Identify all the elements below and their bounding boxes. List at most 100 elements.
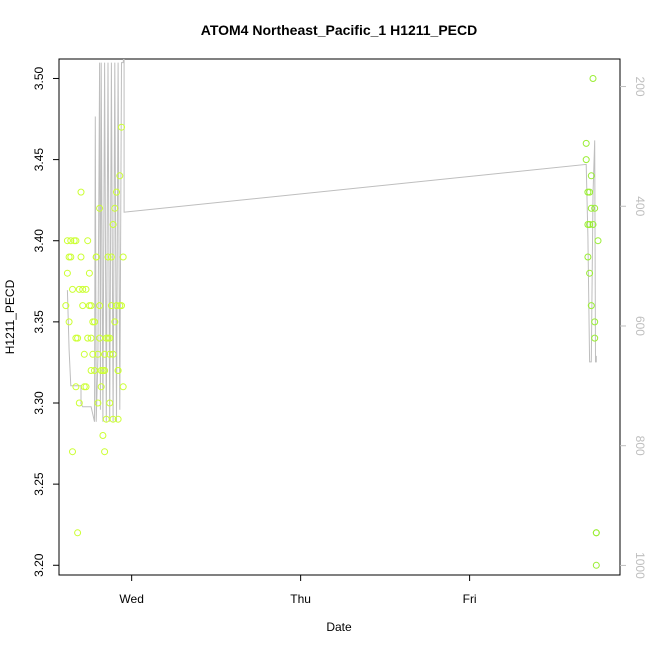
data-point (586, 269, 594, 277)
data-point (97, 383, 105, 391)
data-point (77, 188, 85, 196)
data-point (111, 318, 119, 326)
data-point (102, 415, 110, 423)
right-tick-label: 1000 (633, 552, 647, 579)
data-point (80, 350, 88, 358)
data-point (84, 334, 92, 342)
data-point (111, 204, 119, 212)
data-point (79, 285, 87, 293)
y-tick-label: 3.35 (32, 310, 46, 334)
data-point (94, 399, 102, 407)
data-point (107, 253, 115, 261)
data-point (69, 285, 76, 293)
data-point (77, 253, 85, 261)
data-point (67, 253, 75, 261)
data-point (75, 285, 83, 293)
y-tick-label: 3.45 (32, 148, 46, 172)
data-point (82, 383, 90, 391)
data-point (113, 188, 120, 196)
data-point (106, 350, 114, 358)
y-tick-label: 3.25 (32, 472, 46, 496)
y-axis: 3.20 3.25 3.30 3.35 3.40 3.45 3.50 (32, 66, 59, 577)
data-point (101, 350, 109, 358)
data-point (591, 334, 599, 342)
data-point (587, 302, 595, 310)
data-point (106, 399, 114, 407)
x-axis: Wed Thu Fri (119, 575, 477, 606)
data-point (114, 367, 122, 374)
data-point (109, 221, 117, 228)
y-tick-label: 3.20 (32, 553, 46, 577)
data-point (84, 237, 92, 245)
data-point (592, 561, 600, 569)
data-point (107, 302, 115, 310)
data-point (69, 448, 76, 456)
right-tick-label: 200 (633, 77, 647, 97)
data-point (101, 448, 109, 456)
data-point (118, 123, 125, 131)
data-point (87, 367, 95, 374)
data-point (592, 529, 600, 537)
data-point (96, 204, 104, 212)
data-point (85, 269, 93, 277)
data-point (109, 415, 117, 423)
data-point (89, 350, 97, 358)
data-point (92, 253, 100, 261)
right-tick-label: 600 (633, 316, 647, 336)
pressure-line-layer (66, 59, 597, 422)
data-point (584, 253, 592, 261)
data-point (582, 156, 590, 164)
data-point (96, 334, 104, 342)
data-point (74, 529, 82, 537)
data-point (99, 432, 107, 439)
data-point (582, 139, 590, 147)
y-tick-label: 3.50 (32, 66, 46, 90)
data-point (109, 350, 117, 358)
x-tick-label: Wed (119, 592, 143, 606)
data-point (113, 302, 120, 310)
chart-title: ATOM4 Northeast_Pacific_1 H1211_PECD (201, 22, 478, 38)
data-point (63, 269, 71, 277)
data-point (74, 334, 82, 342)
data-point (586, 188, 594, 196)
x-tick-label: Fri (463, 592, 477, 606)
plot-frame (58, 58, 621, 576)
data-point (589, 221, 597, 228)
data-point (591, 318, 599, 326)
x-tick-label: Thu (290, 592, 311, 606)
data-point (101, 367, 109, 374)
data-point (91, 318, 98, 326)
data-point (587, 204, 595, 212)
y-tick-label: 3.30 (32, 391, 46, 415)
data-point (106, 334, 114, 342)
data-point (116, 172, 124, 180)
data-point (104, 253, 112, 261)
y-axis-label: H1211_PECD (3, 279, 17, 354)
data-point (72, 383, 80, 391)
data-point (72, 237, 80, 245)
data-point (118, 302, 125, 310)
data-point (589, 75, 597, 82)
data-point (119, 253, 127, 261)
data-point (67, 237, 75, 245)
data-point (91, 367, 98, 374)
data-point (587, 172, 595, 180)
data-point (594, 237, 602, 245)
data-point (119, 383, 127, 391)
data-point (65, 318, 73, 326)
data-point (114, 415, 122, 423)
data-point (87, 334, 95, 342)
data-points-layer (62, 75, 602, 569)
right-tick-label: 800 (633, 436, 647, 456)
pressure-line (66, 59, 597, 422)
right-tick-label: 400 (633, 196, 647, 216)
data-point (94, 350, 102, 358)
right-axis: 200 400 600 800 1000 (620, 77, 647, 579)
data-point (591, 204, 599, 212)
data-point (586, 221, 594, 228)
data-point (62, 302, 70, 310)
data-point (87, 302, 95, 310)
data-point (63, 237, 71, 245)
data-point (82, 285, 90, 293)
